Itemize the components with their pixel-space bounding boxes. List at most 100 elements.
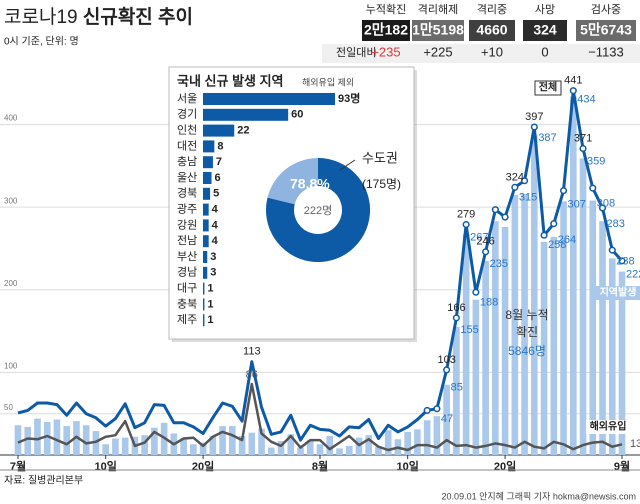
annotation: 5846명 [508, 344, 546, 358]
x-tick-label: 10일 [94, 459, 116, 473]
region-bar [203, 172, 212, 184]
stat-label: 검사중 [591, 3, 621, 16]
legend-label: 해외유입 [590, 420, 627, 433]
bar [219, 426, 226, 455]
donut-count: (175명) [362, 177, 401, 191]
region-bar [203, 219, 209, 232]
bar [336, 448, 343, 455]
legend-box [534, 80, 562, 96]
legend-label: 지역발생 [600, 286, 637, 299]
region-bar [203, 140, 215, 153]
point [501, 213, 509, 221]
data-label: 85 [451, 382, 463, 394]
region-value: 1 [207, 298, 213, 310]
line [17, 382, 623, 452]
x-tick-label: 20일 [494, 459, 516, 473]
y-tick-label: 100 [4, 362, 18, 371]
region-value: 1 [207, 283, 213, 295]
region-value: 4 [212, 235, 219, 247]
bar [579, 158, 587, 455]
data-label: 283 [607, 218, 625, 230]
data-label: 258 [548, 239, 566, 251]
region-bar [203, 108, 289, 121]
bar [238, 436, 246, 455]
point [608, 246, 616, 254]
region-value: 6 [215, 172, 221, 184]
bar [316, 444, 324, 455]
data-label: 387 [538, 132, 556, 144]
point [462, 220, 470, 229]
region-value: 4 [212, 219, 219, 231]
data-label: 324 [506, 171, 524, 183]
region-bar [203, 282, 205, 295]
region-label: 제주 [177, 313, 197, 326]
donut-percent: 78.8% [290, 176, 330, 192]
region-bar [203, 266, 208, 279]
data-label: 371 [574, 132, 592, 144]
bar [511, 194, 519, 456]
bar [229, 426, 236, 455]
stat-value: 4660 [476, 22, 507, 38]
stat-box [362, 20, 410, 41]
x-tick-label: 10일 [396, 459, 418, 473]
point [589, 184, 597, 192]
point [598, 204, 607, 212]
region-label: 부산 [177, 250, 197, 263]
point [452, 314, 460, 322]
bar [345, 445, 353, 455]
region-label: 대전 [177, 139, 197, 152]
bar [501, 227, 509, 455]
bar [599, 221, 606, 455]
region-label: 전남 [177, 234, 197, 247]
stat-box [412, 20, 464, 41]
source: 자료: 질병관리본부 [4, 475, 83, 487]
region-bar [203, 156, 213, 169]
bar [43, 421, 51, 455]
bar [190, 444, 197, 455]
bar [82, 425, 90, 455]
stat-value: 5만6743 [580, 22, 632, 38]
stat-box [523, 20, 567, 41]
stat-change: 0 [541, 44, 548, 59]
bar [24, 426, 32, 455]
change-row-bg [322, 44, 640, 63]
region-label: 충북 [177, 297, 197, 310]
legend-box [596, 286, 640, 300]
annotation: 확진 [516, 325, 538, 339]
data-label: 359 [587, 155, 605, 167]
region-value: 22 [237, 125, 249, 137]
region-bar [203, 251, 208, 263]
bar [141, 435, 148, 455]
region-value: 7 [216, 156, 222, 168]
data-label: 308 [597, 197, 615, 209]
data-label: 246 [476, 236, 494, 248]
point [491, 206, 499, 214]
stat-label: 격리중 [477, 3, 507, 16]
region-label: 서울 [177, 92, 197, 105]
bar [375, 446, 382, 455]
bar [14, 425, 22, 455]
region-label: 경기 [177, 108, 197, 121]
bar [180, 439, 187, 455]
region-bar [203, 298, 205, 311]
bar [462, 234, 470, 455]
bar [433, 416, 441, 455]
bar [199, 442, 207, 455]
data-label: 279 [457, 208, 475, 220]
region-bar [203, 93, 335, 105]
data-label: 238 [616, 255, 634, 267]
stat-value: 2만182 [364, 22, 408, 38]
stat-change: +235 [371, 44, 400, 59]
region-bar [203, 314, 205, 327]
data-label: 13 [630, 438, 640, 450]
stat-box [576, 20, 636, 41]
bar [258, 428, 265, 455]
bar [102, 444, 109, 455]
bar [589, 200, 597, 455]
bar [297, 447, 304, 455]
point [540, 231, 548, 239]
bar [443, 384, 450, 455]
stat-change: +225 [423, 44, 452, 59]
